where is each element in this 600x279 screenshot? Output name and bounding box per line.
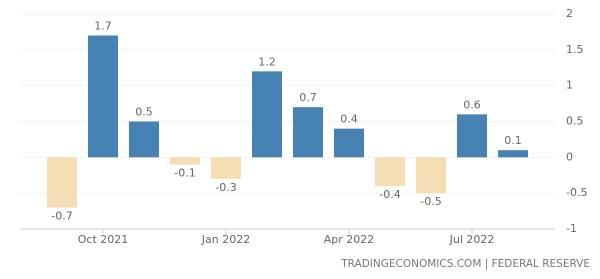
bar	[334, 128, 364, 158]
value-label: 0.6	[463, 98, 481, 111]
x-tick-label: Jan 2022	[201, 233, 250, 246]
bar	[47, 157, 77, 208]
y-tick-label: -0.5	[566, 186, 587, 199]
value-label: 1.2	[258, 55, 276, 68]
x-tick-label: Jul 2022	[449, 233, 495, 246]
value-label: -0.4	[379, 188, 400, 201]
bar	[88, 35, 118, 158]
bar	[211, 157, 241, 179]
y-tick-label: -1	[566, 222, 577, 235]
value-label: -0.3	[215, 181, 236, 194]
value-label: 0.5	[135, 106, 153, 119]
bar	[129, 121, 159, 158]
y-tick-label: 1.5	[566, 43, 584, 56]
y-tick-label: 2	[566, 7, 573, 20]
bar	[498, 150, 528, 158]
y-tick-label: 1	[566, 79, 573, 92]
source: TRADINGECONOMICS.COM | FEDERAL RESERVE	[340, 258, 590, 270]
value-label: -0.1	[174, 167, 195, 180]
bar	[252, 71, 282, 158]
bar	[457, 114, 487, 158]
value-label: 0.7	[299, 91, 317, 104]
bar	[416, 157, 446, 194]
y-tick-label: 0.5	[566, 115, 584, 128]
value-label: -0.5	[420, 195, 441, 208]
value-label: 0.4	[340, 113, 358, 126]
value-label: 1.7	[94, 20, 112, 33]
value-label: 0.1	[504, 134, 522, 147]
x-tick-label: Oct 2021	[78, 233, 129, 246]
value-label: -0.7	[51, 210, 72, 223]
y-tick-label: 0	[566, 150, 573, 163]
bar	[293, 107, 323, 158]
bar	[375, 157, 405, 186]
x-tick-label: Apr 2022	[324, 233, 375, 246]
bar	[170, 157, 200, 165]
